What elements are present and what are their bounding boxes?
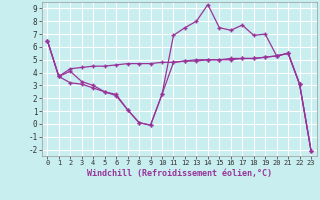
X-axis label: Windchill (Refroidissement éolien,°C): Windchill (Refroidissement éolien,°C) [87,169,272,178]
